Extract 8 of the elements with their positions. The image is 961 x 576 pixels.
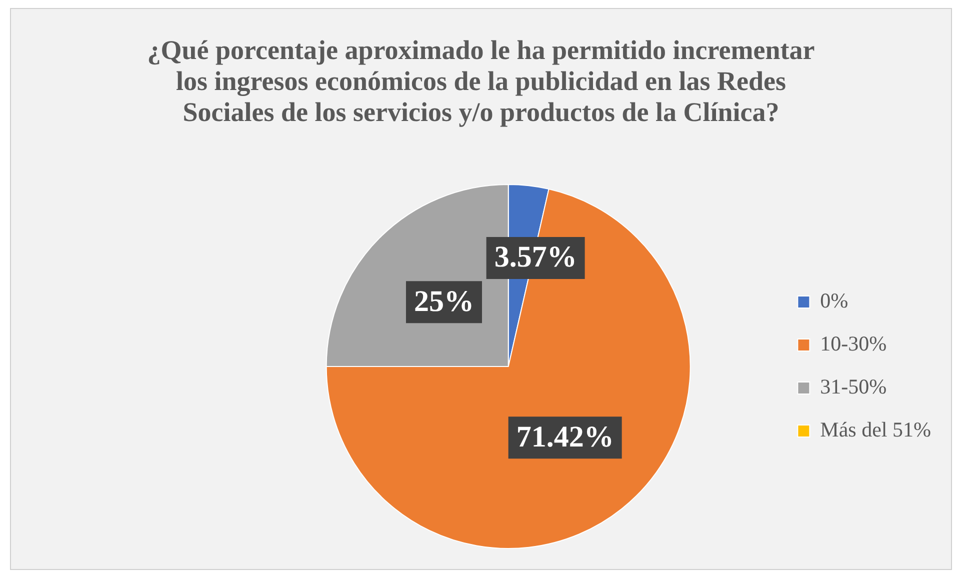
legend-label: 10-30% bbox=[820, 332, 887, 356]
data-label: 3.57% bbox=[494, 240, 577, 274]
chart-title: ¿Qué porcentaje aproximado le ha permitido incrementar los ingresos económicos de la publicidad en las Redes Sociales de los servicios y/o productos de la Clínica? bbox=[146, 35, 816, 128]
legend-label: Más del 51% bbox=[820, 418, 932, 442]
data-label: 25% bbox=[414, 284, 474, 318]
legend-label: 0% bbox=[820, 288, 848, 313]
data-label: 71.42% bbox=[516, 420, 614, 454]
legend-label: 31-50% bbox=[820, 374, 887, 399]
